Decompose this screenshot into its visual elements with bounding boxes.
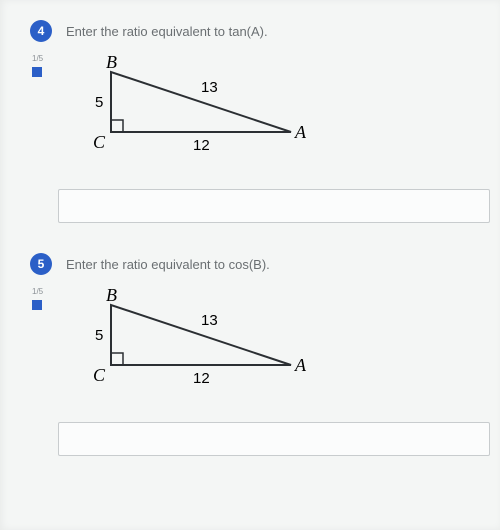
side-CA-label: 12 xyxy=(193,137,210,154)
triangle-svg: B C A 5 12 13 xyxy=(71,52,321,162)
question-header: 4 Enter the ratio equivalent to tan(A). xyxy=(30,20,490,42)
right-angle-icon xyxy=(111,353,123,365)
question-4: 4 Enter the ratio equivalent to tan(A). … xyxy=(30,20,490,223)
answer-input[interactable] xyxy=(58,189,490,223)
vertex-B-label: B xyxy=(106,52,117,72)
side-BC-label: 5 xyxy=(95,94,103,111)
question-prompt: Enter the ratio equivalent to tan(A). xyxy=(66,24,268,39)
question-5: 5 Enter the ratio equivalent to cos(B). … xyxy=(30,253,490,456)
meta-box-icon xyxy=(32,300,42,310)
question-meta: 1/5 xyxy=(32,287,43,310)
question-prompt: Enter the ratio equivalent to cos(B). xyxy=(66,257,270,272)
side-AB-label: 13 xyxy=(201,79,218,96)
progress-indicator: 1/5 xyxy=(32,287,43,296)
vertex-B-label: B xyxy=(106,285,117,305)
vertex-A-label: A xyxy=(294,355,307,375)
question-header: 5 Enter the ratio equivalent to cos(B). xyxy=(30,253,490,275)
question-number-badge: 4 xyxy=(30,20,52,42)
figure-row: 1/5 B C A 5 12 13 xyxy=(30,283,490,400)
triangle-figure: B C A 5 12 13 xyxy=(71,285,321,400)
meta-box-icon xyxy=(32,67,42,77)
right-angle-icon xyxy=(111,120,123,132)
question-number-badge: 5 xyxy=(30,253,52,275)
worksheet-page: 4 Enter the ratio equivalent to tan(A). … xyxy=(0,0,500,530)
question-meta: 1/5 xyxy=(32,54,43,77)
vertex-C-label: C xyxy=(93,365,106,385)
triangle-svg: B C A 5 12 13 xyxy=(71,285,321,395)
side-BC-label: 5 xyxy=(95,327,103,344)
side-AB-label: 13 xyxy=(201,312,218,329)
progress-indicator: 1/5 xyxy=(32,54,43,63)
vertex-C-label: C xyxy=(93,132,106,152)
side-CA-label: 12 xyxy=(193,370,210,387)
answer-input[interactable] xyxy=(58,422,490,456)
figure-row: 1/5 B C A 5 12 13 xyxy=(30,50,490,167)
vertex-A-label: A xyxy=(294,122,307,142)
triangle-figure: B C A 5 12 13 xyxy=(71,52,321,167)
